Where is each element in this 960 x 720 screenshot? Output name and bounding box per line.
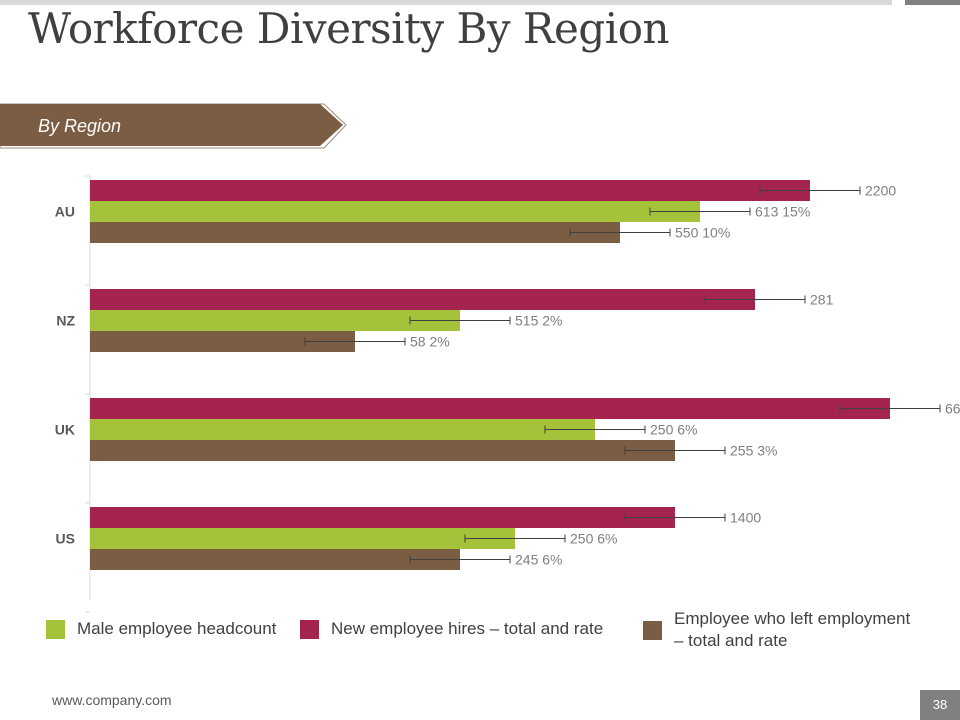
data-label-us-1: 250 6% bbox=[570, 531, 617, 547]
legend-swatch-male bbox=[46, 619, 65, 639]
bar-au-0 bbox=[90, 180, 810, 201]
bar-uk-0 bbox=[90, 398, 890, 419]
banner-arrow-shape bbox=[0, 104, 343, 146]
bar-us-1 bbox=[90, 528, 515, 549]
data-label-au-2: 550 10% bbox=[675, 225, 730, 241]
legend-item-new-hires: New employee hires – total and rate bbox=[300, 618, 603, 640]
page-number: 38 bbox=[920, 690, 960, 720]
bar-uk-2 bbox=[90, 440, 675, 461]
legend-item-male: Male employee headcount bbox=[46, 618, 276, 640]
bar-au-2 bbox=[90, 222, 620, 243]
category-label-uk: UK bbox=[55, 422, 75, 438]
legend-label-left: Employee who left employment – total and… bbox=[674, 609, 911, 650]
data-label-uk-2: 255 3% bbox=[730, 443, 777, 459]
bar-nz-1 bbox=[90, 310, 460, 331]
footer-url: www.company.com bbox=[52, 692, 172, 708]
legend-label-male: Male employee headcount bbox=[77, 619, 277, 638]
data-label-uk-0: 660 bbox=[945, 401, 960, 417]
slide-title: Workforce Diversity By Region bbox=[28, 4, 670, 53]
top-rule bbox=[0, 0, 892, 5]
data-label-nz-1: 515 2% bbox=[515, 313, 562, 329]
bar-us-2 bbox=[90, 549, 460, 570]
bar-au-1 bbox=[90, 201, 700, 222]
legend-swatch-new-hires bbox=[300, 619, 319, 639]
data-label-au-1: 613 15% bbox=[755, 204, 810, 220]
banner-label: By Region bbox=[38, 116, 122, 136]
bar-us-0 bbox=[90, 507, 675, 528]
data-label-au-0: 2200 bbox=[865, 183, 896, 199]
chart-legend: Male employee headcount New employee hir… bbox=[0, 600, 960, 660]
legend-swatch-left bbox=[643, 620, 662, 640]
data-label-nz-0: 281 bbox=[810, 292, 834, 308]
data-label-us-2: 245 6% bbox=[515, 552, 562, 568]
bar-uk-1 bbox=[90, 419, 595, 440]
legend-item-left: Employee who left employment – total and… bbox=[643, 608, 914, 652]
data-label-us-0: 1400 bbox=[730, 510, 761, 526]
data-label-nz-2: 58 2% bbox=[410, 334, 450, 350]
category-label-nz: NZ bbox=[56, 313, 75, 329]
category-label-us: US bbox=[56, 531, 75, 547]
category-label-au: AU bbox=[55, 204, 75, 220]
bar-nz-2 bbox=[90, 331, 355, 352]
diversity-bar-chart: AU 2200 613 15% 550 10% NZ 281 515 2% 58 2% UK 66… bbox=[55, 175, 960, 613]
data-label-uk-1: 250 6% bbox=[650, 422, 697, 438]
bar-nz-0 bbox=[90, 289, 755, 310]
legend-label-new-hires: New employee hires – total and rate bbox=[331, 619, 604, 638]
region-banner bbox=[0, 103, 347, 149]
top-rule-accent bbox=[905, 0, 960, 5]
